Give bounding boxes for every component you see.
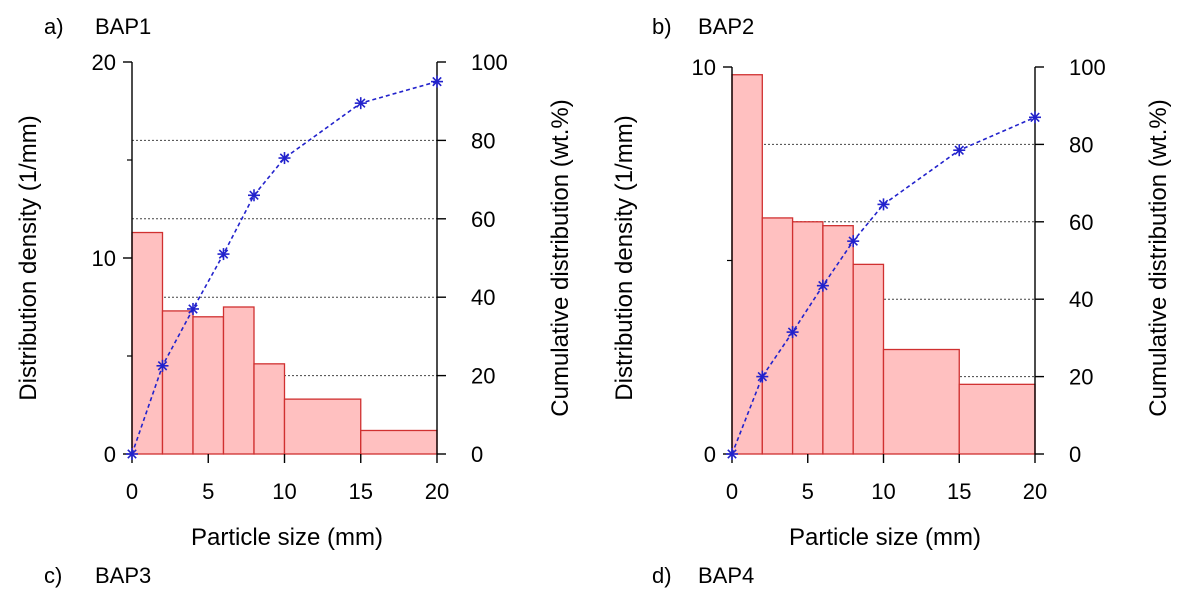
cumulative-point [156, 359, 169, 372]
y-tick-label: 10 [92, 246, 116, 271]
cumulative-point [726, 448, 738, 460]
cumulative-point [847, 235, 860, 248]
x-tick-label: 5 [802, 479, 814, 504]
x-tick-label: 10 [871, 479, 895, 504]
x-tick-label: 20 [1023, 479, 1047, 504]
x-tick-label: 15 [349, 479, 373, 504]
x-tick-label: 10 [272, 479, 296, 504]
histogram-bar [822, 225, 854, 455]
y-tick-label: 0 [704, 442, 716, 467]
histogram-bar [131, 231, 164, 455]
y2-tick-label: 20 [471, 364, 495, 389]
y2-tick-label: 0 [471, 442, 483, 467]
panel-label-b: b) [652, 14, 672, 39]
histogram-bar [222, 306, 255, 455]
cumulative-point [756, 370, 769, 383]
cumulative-point [786, 326, 799, 339]
y2-tick-label: 80 [471, 128, 495, 153]
y-axis-label-left: Distribution density (1/mm) [611, 115, 638, 400]
panel-name-a: BAP1 [95, 14, 151, 39]
y-tick-label: 20 [92, 50, 116, 75]
cumulative-point [877, 198, 890, 211]
cumulative-point [431, 75, 443, 88]
histogram-bar [791, 221, 824, 455]
cumulative-point [217, 248, 230, 261]
panel-name-b: BAP2 [698, 14, 754, 39]
y2-tick-label: 100 [471, 50, 508, 75]
y2-tick-label: 60 [1069, 210, 1093, 235]
cumulative-point [354, 97, 367, 110]
cumulative-point [1029, 111, 1041, 124]
cumulative-point [126, 448, 138, 460]
x-tick-label: 20 [425, 479, 449, 504]
x-tick-label: 0 [726, 479, 738, 504]
x-axis-label: Particle size (mm) [191, 524, 383, 551]
y-tick-label: 10 [692, 55, 716, 80]
y2-tick-label: 60 [471, 207, 495, 232]
x-tick-label: 5 [202, 479, 214, 504]
x-tick-label: 15 [947, 479, 971, 504]
y-axis-label-right: Cumulative distribution (wt.%) [1145, 99, 1172, 416]
histogram-bar [192, 316, 225, 455]
histogram-bar [283, 398, 362, 455]
x-tick-label: 0 [126, 479, 138, 504]
y2-tick-label: 40 [1069, 287, 1093, 312]
panel-label-c: c) [44, 563, 62, 588]
histogram-bar [852, 263, 885, 455]
histogram-bar [161, 310, 194, 455]
panel-name-c: BAP3 [95, 563, 151, 588]
histogram-bar [731, 74, 763, 455]
cumulative-point [816, 279, 829, 292]
y2-tick-label: 80 [1069, 132, 1093, 157]
cumulative-point [187, 302, 199, 315]
chart-bap1: Distribution density (1/mm) Cumulative d… [15, 50, 574, 551]
cumulative-point [248, 189, 260, 202]
y-axis-label-right: Cumulative distribution (wt.%) [547, 99, 574, 416]
y-tick-label: 0 [104, 442, 116, 467]
y2-tick-label: 20 [1069, 365, 1093, 390]
y2-tick-label: 40 [471, 285, 495, 310]
panel-name-d: BAP4 [698, 563, 754, 588]
histogram-bar [958, 383, 1036, 455]
x-axis-label: Particle size (mm) [789, 524, 981, 551]
histogram-bar [360, 429, 438, 455]
chart-bap2: Distribution density (1/mm) Cumulative d… [611, 55, 1172, 551]
histogram-bar [761, 217, 794, 455]
y-axis-label-left: Distribution density (1/mm) [15, 115, 42, 400]
cumulative-line [731, 116, 1036, 455]
histogram-bar [253, 363, 286, 455]
cumulative-point [953, 144, 966, 157]
y2-tick-label: 0 [1069, 442, 1081, 467]
cumulative-point [278, 152, 291, 165]
histogram-bar [882, 348, 960, 455]
y2-tick-label: 100 [1069, 55, 1106, 80]
panel-label-a: a) [44, 14, 64, 39]
panel-label-d: d) [652, 563, 672, 588]
cumulative-line [131, 80, 438, 455]
